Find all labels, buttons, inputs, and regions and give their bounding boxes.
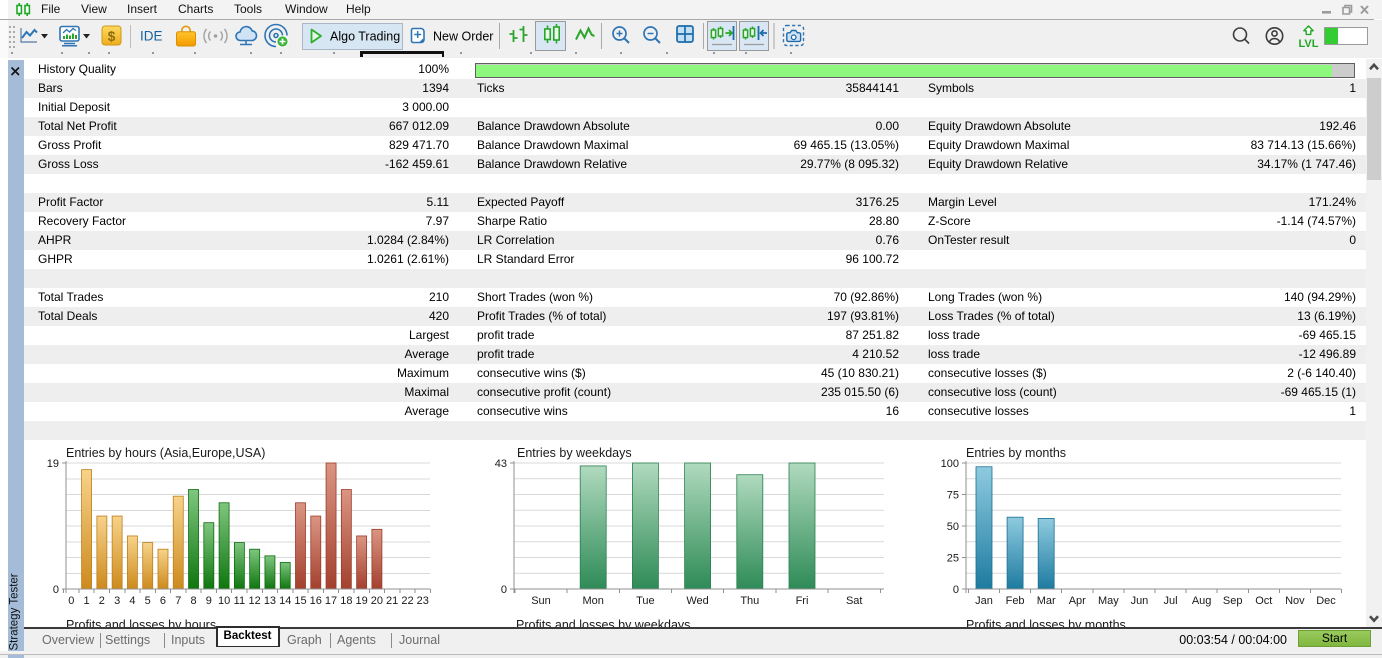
svg-text:Fri: Fri — [796, 595, 809, 607]
svg-text:7: 7 — [175, 595, 181, 607]
svg-text:12: 12 — [249, 595, 261, 607]
svg-text:13: 13 — [264, 595, 276, 607]
svg-text:75: 75 — [947, 490, 959, 502]
svg-text:0: 0 — [501, 584, 507, 596]
svg-text:Wed: Wed — [686, 595, 708, 607]
svg-text:6: 6 — [160, 595, 166, 607]
svg-text:11: 11 — [234, 595, 245, 607]
svg-text:Sat: Sat — [846, 595, 863, 607]
svg-text:Algo Trading: Algo Trading — [330, 30, 400, 44]
svg-text:Apr: Apr — [1069, 595, 1086, 607]
svg-text:LVL: LVL — [1299, 38, 1319, 50]
svg-text:Thu: Thu — [740, 595, 759, 607]
svg-text:21: 21 — [386, 595, 398, 607]
svg-text:New Order: New Order — [433, 30, 493, 44]
svg-text:2: 2 — [99, 595, 105, 607]
svg-text:20: 20 — [371, 595, 383, 607]
svg-text:Oct: Oct — [1255, 595, 1272, 607]
svg-text:9: 9 — [206, 595, 212, 607]
svg-text:Jun: Jun — [1131, 595, 1149, 607]
svg-text:Sep: Sep — [1223, 595, 1243, 607]
svg-text:Entries by months: Entries by months — [966, 446, 1066, 460]
svg-text:Mar: Mar — [1037, 595, 1056, 607]
svg-text:Jan: Jan — [975, 595, 993, 607]
svg-text:Profits and losses by hours: Profits and losses by hours — [66, 618, 216, 628]
svg-text:15: 15 — [294, 595, 306, 607]
svg-text:18: 18 — [340, 595, 352, 607]
svg-text:$: $ — [108, 29, 116, 44]
svg-text:100: 100 — [941, 458, 959, 470]
svg-text:May: May — [1098, 595, 1119, 607]
svg-text:3: 3 — [114, 595, 120, 607]
svg-text:0: 0 — [953, 584, 959, 596]
svg-text:Sun: Sun — [531, 595, 551, 607]
svg-text:Aug: Aug — [1192, 595, 1212, 607]
svg-text:Entries by hours (Asia,Europe,: Entries by hours (Asia,Europe,USA) — [66, 446, 265, 460]
svg-text:43: 43 — [495, 458, 507, 470]
svg-text:Profits and losses by months: Profits and losses by months — [966, 618, 1126, 628]
svg-text:4: 4 — [129, 595, 135, 607]
svg-text:Dec: Dec — [1316, 595, 1336, 607]
svg-text:19: 19 — [355, 595, 367, 607]
svg-text:Entries by weekdays: Entries by weekdays — [517, 446, 632, 460]
svg-text:Nov: Nov — [1285, 595, 1305, 607]
svg-text:5: 5 — [145, 595, 151, 607]
svg-text:22: 22 — [401, 595, 413, 607]
svg-text:14: 14 — [279, 595, 291, 607]
svg-text:Profits and losses by weekdays: Profits and losses by weekdays — [516, 618, 690, 628]
svg-text:10: 10 — [218, 595, 230, 607]
svg-text:0: 0 — [53, 584, 59, 596]
svg-text:1: 1 — [84, 595, 90, 607]
svg-text:Mon: Mon — [582, 595, 603, 607]
svg-text:8: 8 — [190, 595, 196, 607]
svg-text:16: 16 — [310, 595, 322, 607]
svg-text:IDE: IDE — [140, 29, 163, 44]
svg-text:17: 17 — [325, 595, 337, 607]
svg-text:0: 0 — [68, 595, 74, 607]
svg-text:25: 25 — [947, 553, 959, 565]
svg-text:Tue: Tue — [636, 595, 655, 607]
svg-text:23: 23 — [417, 595, 429, 607]
svg-text:50: 50 — [947, 521, 959, 533]
svg-text:Jul: Jul — [1164, 595, 1178, 607]
svg-text:Feb: Feb — [1006, 595, 1025, 607]
svg-text:19: 19 — [47, 458, 59, 470]
